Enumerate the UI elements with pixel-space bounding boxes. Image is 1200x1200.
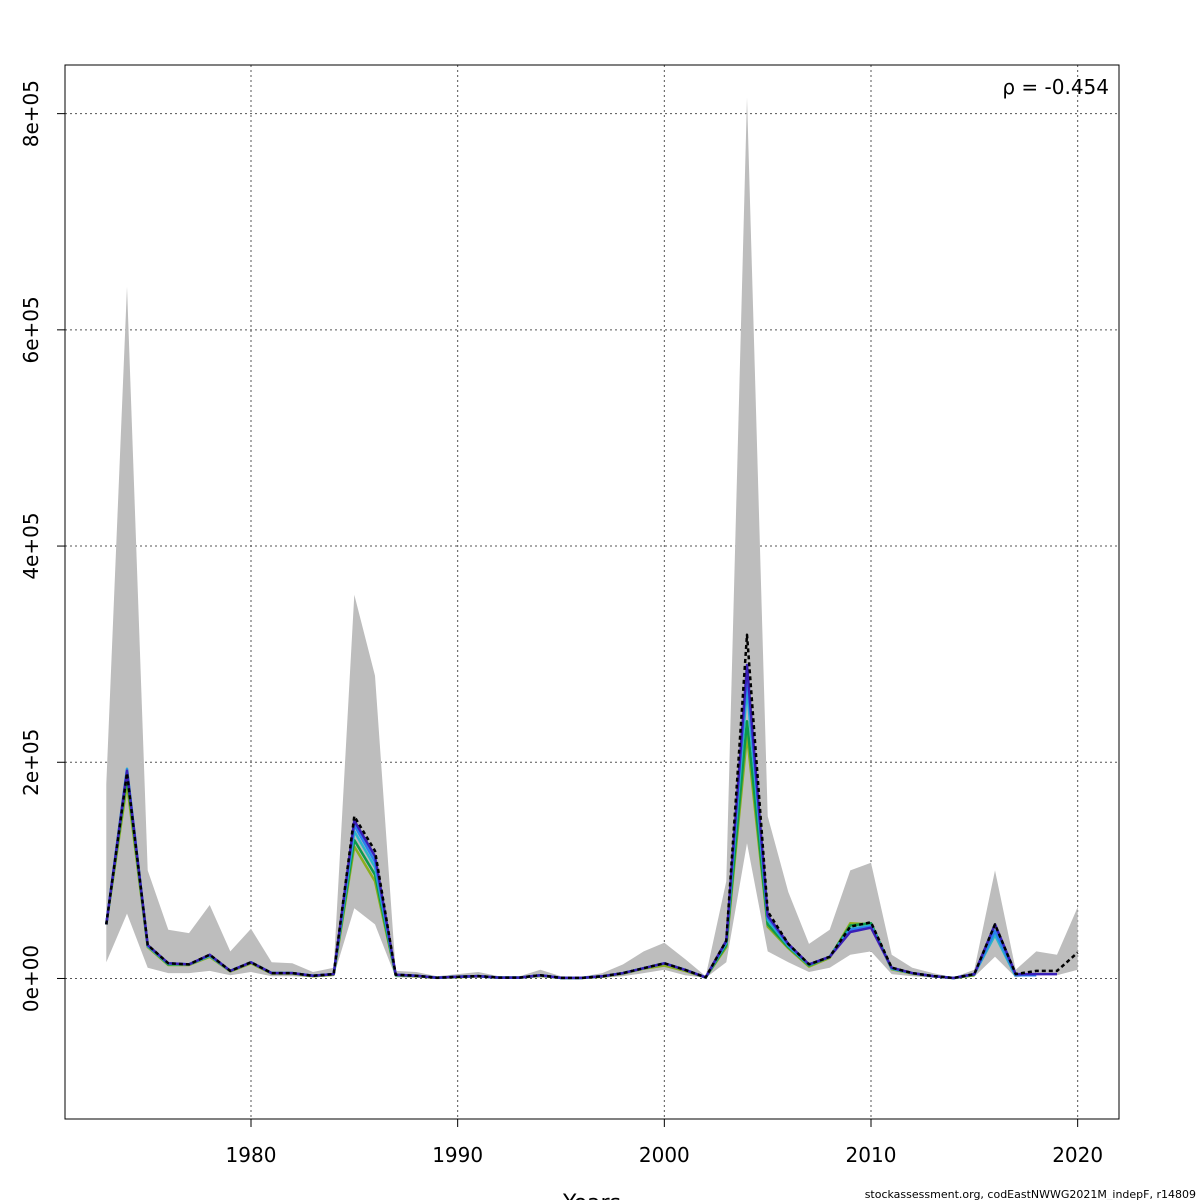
rho-annotation: ρ = -0.454	[1002, 75, 1109, 99]
y-tick-label-3: 6e+05	[19, 296, 43, 363]
y-tick-label-0: 0e+00	[19, 945, 43, 1012]
grid-lines	[65, 65, 1119, 1119]
series-lines-layer	[105, 633, 1079, 980]
x-tick-label-0: 1980	[226, 1143, 277, 1167]
confidence-band-layer	[106, 97, 1078, 979]
x-tick-label-2: 2000	[639, 1143, 690, 1167]
y-tick-label-2: 4e+05	[19, 512, 43, 579]
x-tick-label-3: 2010	[846, 1143, 897, 1167]
x-axis-title: Years	[562, 1191, 621, 1200]
series-line-2	[105, 674, 1037, 980]
x-tick-label-1: 1990	[432, 1143, 483, 1167]
footer-credit: stockassessment.org, codEastNWWG2021M_in…	[865, 1188, 1196, 1200]
confidence-band	[106, 97, 1078, 979]
y-tick-label-4: 8e+05	[19, 80, 43, 147]
series-line-0	[105, 633, 1079, 980]
axes-layer: 1980 1990 2000 2010 2020 0e+00 2e+05 4e+05 6e+05…	[19, 80, 1103, 1167]
plot-frame	[64, 64, 1120, 1120]
x-tick-label-4: 2020	[1052, 1143, 1103, 1167]
series-line-1	[105, 663, 1057, 980]
y-tick-label-1: 2e+05	[19, 729, 43, 796]
